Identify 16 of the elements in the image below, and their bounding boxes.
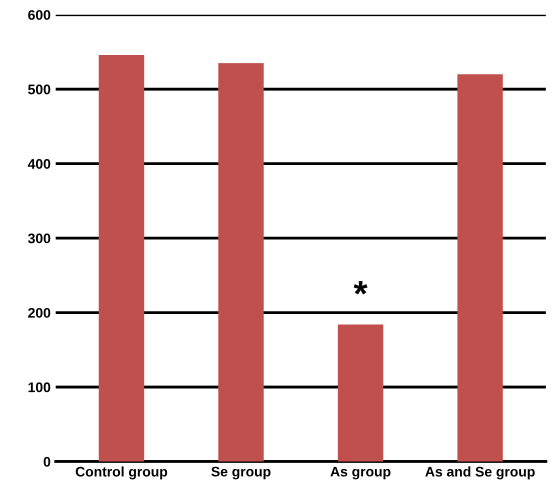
bar bbox=[218, 63, 264, 462]
annotation: * bbox=[354, 281, 368, 295]
x-tick-label: Control group bbox=[76, 466, 168, 480]
bar bbox=[98, 54, 144, 462]
y-tick-label: 100 bbox=[28, 382, 50, 392]
y-tick-label: 400 bbox=[28, 159, 50, 169]
y-tick-label: 300 bbox=[28, 233, 50, 244]
y-tick-label: 200 bbox=[28, 308, 50, 318]
x-tick-label: Se group bbox=[211, 466, 271, 480]
bar bbox=[457, 74, 503, 462]
bar bbox=[338, 324, 384, 462]
x-tick-label: As and Se group bbox=[425, 466, 535, 480]
y-tick-label: 600 bbox=[28, 10, 50, 20]
y-tick-label: 0 bbox=[44, 456, 50, 467]
y-tick-label: 500 bbox=[28, 84, 50, 94]
x-tick-label: As group bbox=[330, 466, 390, 480]
